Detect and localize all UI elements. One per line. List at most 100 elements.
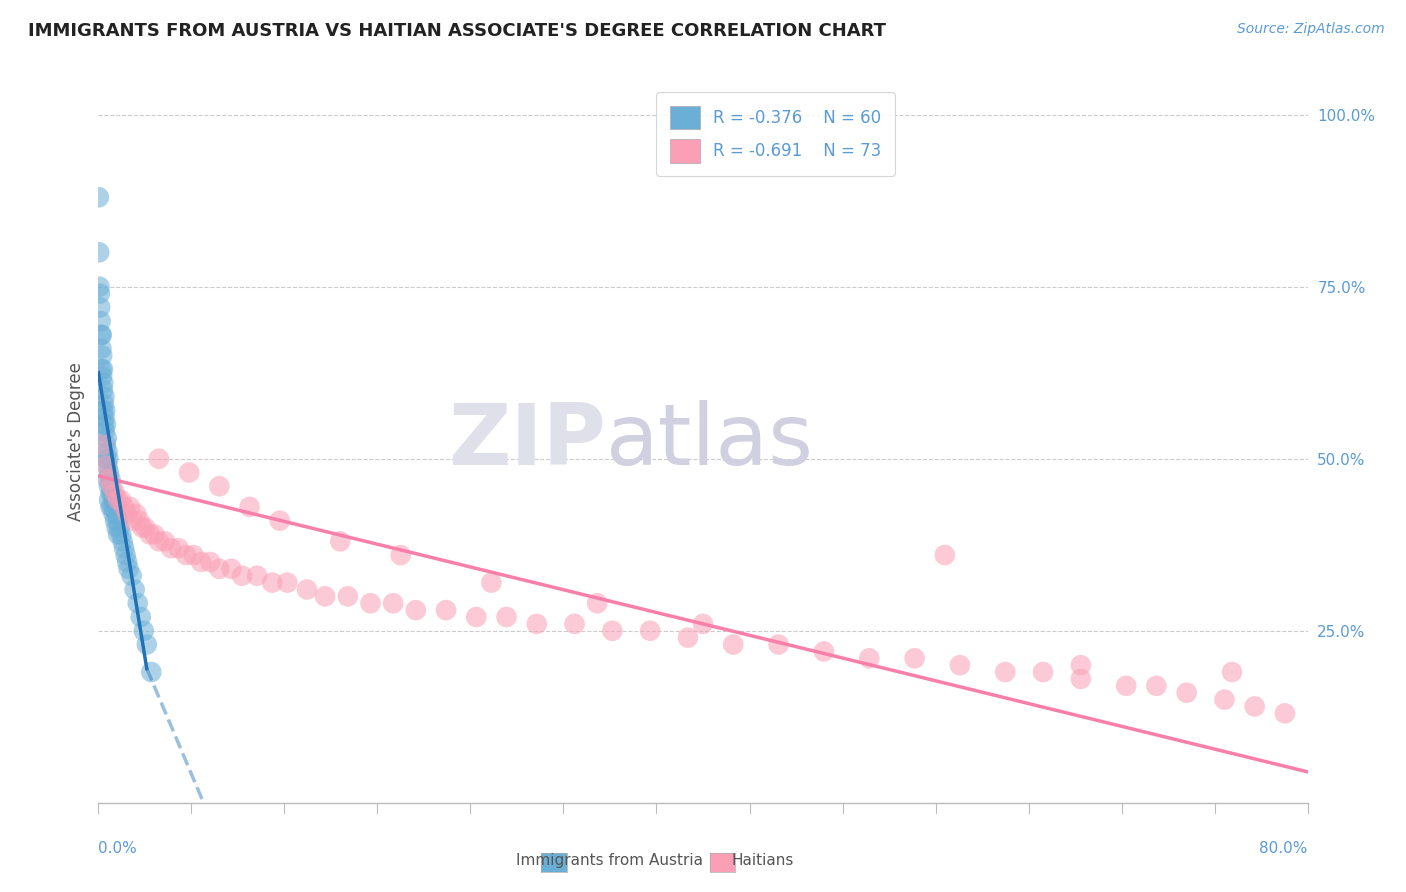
Point	[131, 520, 153, 534]
Point	[91, 376, 114, 390]
Point	[564, 616, 586, 631]
Point	[465, 610, 488, 624]
Point	[160, 541, 183, 556]
Point	[329, 534, 352, 549]
Point	[723, 638, 745, 652]
Point	[132, 624, 155, 638]
Point	[143, 527, 166, 541]
Point	[89, 279, 111, 293]
Point	[100, 472, 122, 486]
Point	[122, 514, 145, 528]
Point	[114, 548, 136, 562]
Point	[262, 575, 284, 590]
Point	[107, 514, 129, 528]
Point	[1144, 679, 1167, 693]
Point	[1274, 706, 1296, 721]
Text: 80.0%: 80.0%	[1260, 840, 1308, 855]
Point	[526, 616, 548, 631]
Point	[934, 548, 956, 562]
Point	[1070, 658, 1092, 673]
Point	[179, 466, 201, 480]
Point	[200, 555, 222, 569]
Text: Haitians: Haitians	[731, 854, 793, 868]
Point	[167, 541, 190, 556]
Point	[121, 568, 143, 582]
Point	[994, 665, 1017, 679]
Point	[586, 596, 609, 610]
Point	[90, 314, 112, 328]
Point	[949, 658, 972, 673]
Point	[295, 582, 318, 597]
Point	[90, 342, 112, 356]
Point	[101, 479, 124, 493]
Point	[208, 562, 231, 576]
Point	[93, 397, 115, 411]
Point	[405, 603, 427, 617]
Text: 0.0%: 0.0%	[98, 840, 138, 855]
Point	[97, 451, 120, 466]
Point	[104, 500, 127, 514]
Point	[90, 327, 112, 342]
Point	[107, 493, 129, 508]
Point	[1243, 699, 1265, 714]
Point	[135, 638, 157, 652]
Point	[269, 514, 291, 528]
Point	[112, 500, 135, 514]
Point	[148, 534, 170, 549]
Point	[96, 445, 118, 459]
Point	[110, 527, 132, 541]
Point	[110, 493, 132, 508]
Point	[638, 624, 661, 638]
Point	[105, 507, 128, 521]
Point	[90, 327, 112, 342]
Text: Immigrants from Austria: Immigrants from Austria	[516, 854, 703, 868]
Point	[382, 596, 405, 610]
Point	[104, 514, 127, 528]
Point	[98, 472, 121, 486]
Point	[174, 548, 197, 562]
Point	[107, 527, 129, 541]
Point	[1213, 692, 1236, 706]
Point	[904, 651, 927, 665]
Point	[89, 301, 111, 315]
Point	[336, 590, 359, 604]
Point	[104, 486, 127, 500]
Point	[101, 500, 124, 514]
Point	[208, 479, 231, 493]
Point	[139, 527, 162, 541]
Point	[94, 458, 117, 473]
Point	[100, 486, 122, 500]
Y-axis label: Associate's Degree: Associate's Degree	[66, 362, 84, 521]
Point	[120, 500, 142, 514]
Point	[87, 190, 110, 204]
Legend: R = -0.376    N = 60, R = -0.691    N = 73: R = -0.376 N = 60, R = -0.691 N = 73	[657, 92, 894, 176]
Point	[276, 575, 298, 590]
Point	[94, 403, 117, 417]
Point	[91, 383, 114, 397]
Point	[101, 486, 124, 500]
Point	[91, 362, 114, 376]
Point	[389, 548, 412, 562]
Text: IMMIGRANTS FROM AUSTRIA VS HAITIAN ASSOCIATE'S DEGREE CORRELATION CHART: IMMIGRANTS FROM AUSTRIA VS HAITIAN ASSOC…	[28, 22, 886, 40]
Point	[91, 403, 114, 417]
Point	[94, 417, 117, 432]
Point	[103, 493, 125, 508]
Point	[481, 575, 503, 590]
Point	[148, 451, 170, 466]
Point	[93, 390, 115, 404]
Point	[89, 286, 111, 301]
Point	[1032, 665, 1054, 679]
Point	[676, 631, 699, 645]
Point	[128, 514, 150, 528]
Point	[1115, 679, 1137, 693]
Point	[1175, 686, 1198, 700]
Point	[98, 466, 121, 480]
Point	[692, 616, 714, 631]
Point	[360, 596, 382, 610]
Point	[100, 500, 122, 514]
Point	[124, 582, 146, 597]
Text: ZIP: ZIP	[449, 400, 606, 483]
Point	[91, 438, 114, 452]
Point	[314, 590, 336, 604]
Point	[90, 362, 112, 376]
